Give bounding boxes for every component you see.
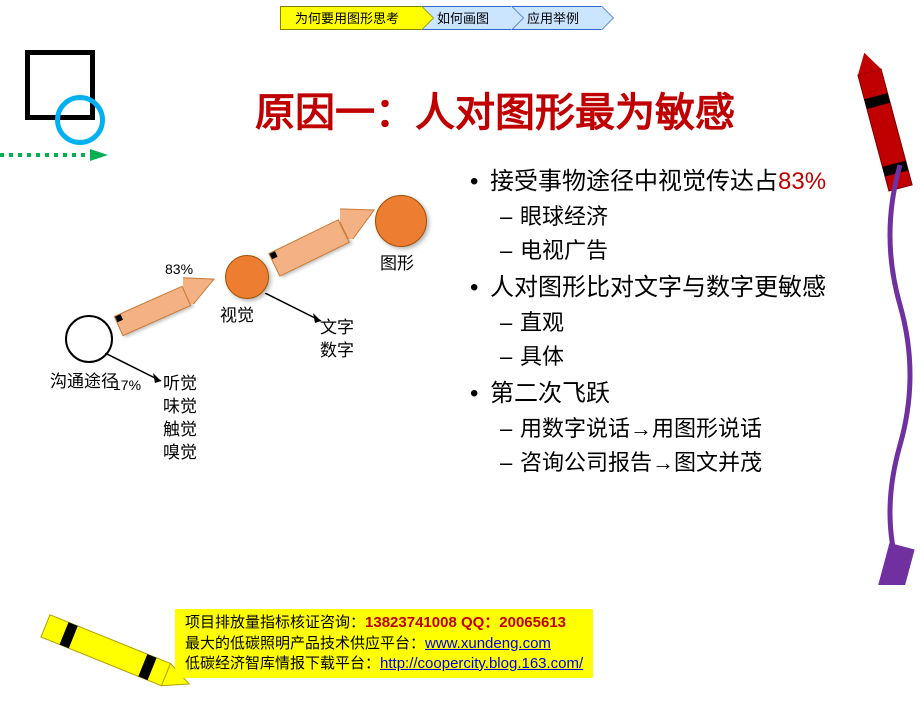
link-coopercity[interactable]: http://coopercity.blog.163.com/	[380, 655, 583, 672]
bullet-1: 接受事物途径中视觉传达占83%	[470, 166, 890, 198]
bullet-3-2: 咨询公司报告→图文并茂	[470, 448, 890, 478]
crumb-examples[interactable]: 应用举例	[512, 6, 602, 30]
bullet-1-2: 电视广告	[470, 236, 890, 266]
pct-down: 17%	[113, 377, 141, 393]
branch-number: 数字	[320, 340, 354, 363]
circle-icon	[55, 95, 105, 145]
crumb-why[interactable]: 为何要用图形思考	[280, 6, 422, 30]
text-branch: 文字 数字	[320, 317, 354, 363]
sense-hearing: 听觉	[163, 373, 197, 396]
sense-taste: 味觉	[163, 396, 197, 419]
page-title: 原因一：人对图形最为敏感	[170, 80, 820, 138]
breadcrumb-nav: 为何要用图形思考 如何画图 应用举例	[280, 6, 602, 30]
bullet-3: 第二次飞跃	[470, 378, 890, 410]
sense-list: 听觉 味觉 触觉 嗅觉	[163, 373, 197, 465]
node-graphic	[375, 195, 427, 247]
crumb-how[interactable]: 如何画图	[422, 6, 512, 30]
label-visual: 视觉	[220, 301, 254, 326]
bullet-2-2: 具体	[470, 342, 890, 372]
dotted-arrow-icon	[0, 148, 110, 162]
arrow-visual-graphic	[268, 219, 350, 277]
link-xundeng[interactable]: www.xundeng.com	[425, 635, 551, 652]
footer-box: 项目排放量指标核证咨询：13823741008 QQ：20065613 最大的低…	[175, 609, 593, 678]
communication-diagram: 沟通途径 83% 视觉 图形 17% 听觉 味觉 触觉 嗅觉 文字 数字	[55, 195, 455, 475]
branch-text: 文字	[320, 317, 354, 340]
sense-touch: 触觉	[163, 419, 197, 442]
purple-crayon-icon	[870, 155, 920, 585]
footer-line-1: 项目排放量指标核证咨询：13823741008 QQ：20065613	[185, 613, 583, 633]
bullet-2-1: 直观	[470, 308, 890, 338]
footer-line-2: 最大的低碳照明产品技术供应平台：www.xundeng.com	[185, 634, 583, 654]
sense-smell: 嗅觉	[163, 442, 197, 465]
bullet-2: 人对图形比对文字与数字更敏感	[470, 272, 890, 304]
node-visual	[225, 255, 269, 299]
bullet-3-1: 用数字说话→用图形说话	[470, 414, 890, 444]
footer-line-3: 低碳经济智库情报下载平台：http://coopercity.blog.163.…	[185, 654, 583, 674]
label-graphic: 图形	[380, 249, 414, 274]
arrow-root-visual	[114, 286, 191, 337]
bullet-list: 接受事物途径中视觉传达占83% 眼球经济 电视广告 人对图形比对文字与数字更敏感…	[470, 160, 890, 477]
bullet-1-1: 眼球经济	[470, 202, 890, 232]
pct-up: 83%	[165, 261, 193, 277]
